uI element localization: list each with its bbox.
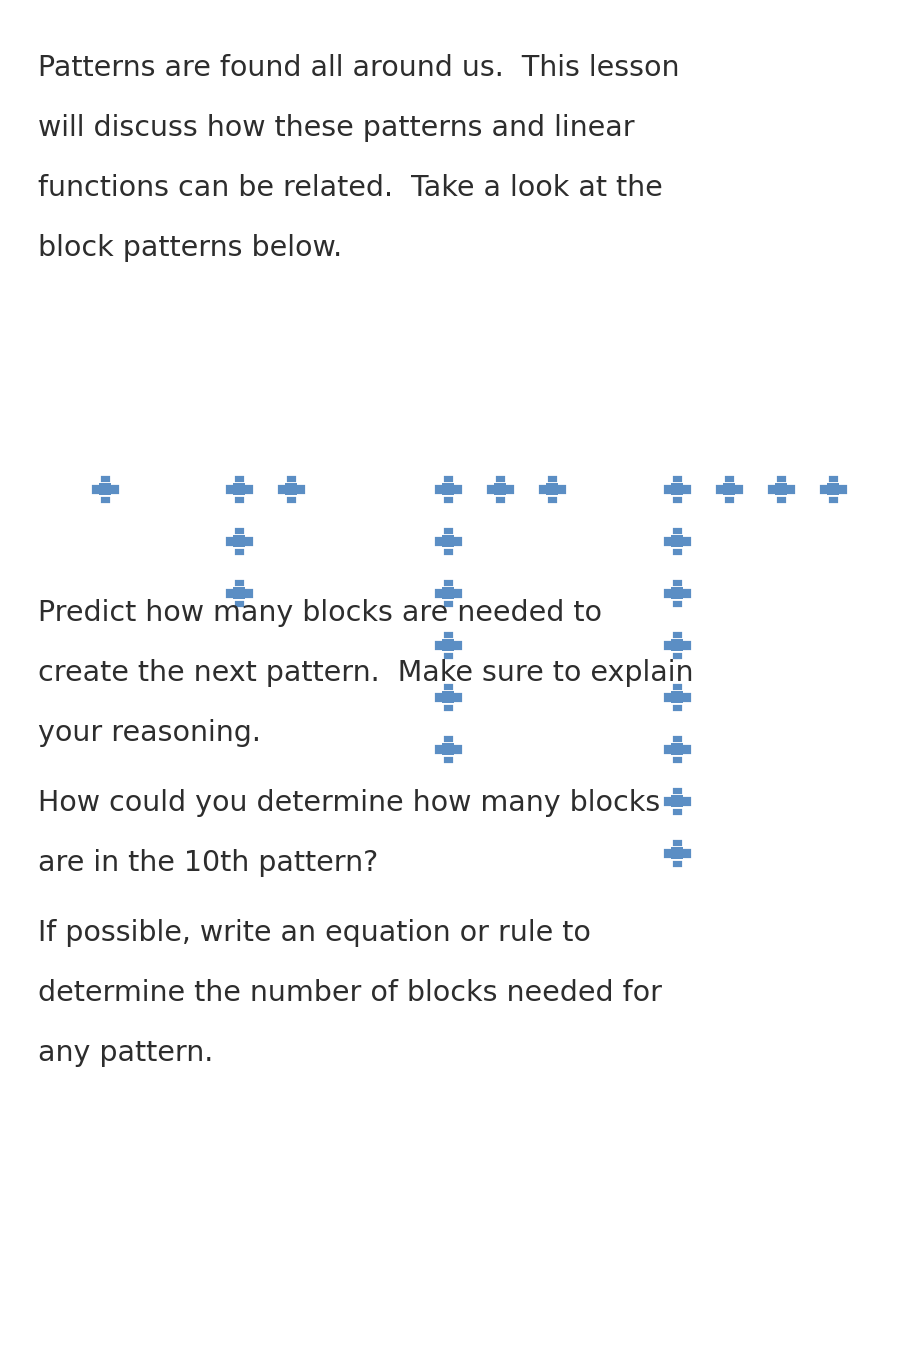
Bar <box>233 474 244 504</box>
Bar <box>670 483 682 496</box>
Bar <box>766 483 795 496</box>
Bar <box>670 578 682 608</box>
Bar <box>670 787 682 816</box>
Bar <box>670 535 682 547</box>
Text: any pattern.: any pattern. <box>38 1039 213 1067</box>
Text: Patterns are found all around us.  This lesson: Patterns are found all around us. This l… <box>38 54 679 83</box>
Bar <box>433 743 462 756</box>
Bar <box>670 630 682 659</box>
Text: will discuss how these patterns and linear: will discuss how these patterns and line… <box>38 114 634 142</box>
Bar <box>670 734 682 764</box>
Bar <box>441 525 453 556</box>
Bar <box>441 734 453 764</box>
Text: If possible, write an equation or rule to: If possible, write an equation or rule t… <box>38 919 590 946</box>
Bar <box>433 535 462 547</box>
Text: How could you determine how many blocks: How could you determine how many blocks <box>38 789 660 816</box>
Bar <box>285 483 297 496</box>
Bar <box>537 483 566 496</box>
Bar <box>233 535 244 547</box>
Bar <box>233 578 244 608</box>
Bar <box>223 588 254 598</box>
Bar <box>670 639 682 651</box>
Bar <box>826 483 838 496</box>
Bar <box>662 639 691 651</box>
Bar <box>233 588 244 598</box>
Bar <box>99 474 111 504</box>
Bar <box>713 483 743 496</box>
Bar <box>276 483 306 496</box>
Bar <box>545 483 558 496</box>
Bar <box>670 743 682 756</box>
Bar <box>670 682 682 712</box>
Bar <box>662 535 691 547</box>
Bar <box>99 483 111 496</box>
Bar <box>433 483 462 496</box>
Bar <box>90 483 119 496</box>
Bar <box>670 474 682 504</box>
Bar <box>441 639 453 651</box>
Text: create the next pattern.  Make sure to explain: create the next pattern. Make sure to ex… <box>38 659 693 686</box>
Bar <box>670 848 682 858</box>
Bar <box>670 691 682 703</box>
Text: are in the 10th pattern?: are in the 10th pattern? <box>38 849 378 877</box>
Bar <box>433 588 462 598</box>
Bar <box>223 483 254 496</box>
Bar <box>494 474 505 504</box>
Bar <box>817 483 847 496</box>
Bar <box>722 483 734 496</box>
Bar <box>441 691 453 703</box>
Bar <box>662 691 691 703</box>
Bar <box>441 588 453 598</box>
Bar <box>662 483 691 496</box>
Text: your reasoning.: your reasoning. <box>38 719 261 747</box>
Bar <box>233 483 244 496</box>
Bar <box>223 535 254 547</box>
Bar <box>774 474 786 504</box>
Bar <box>662 795 691 807</box>
Bar <box>433 691 462 703</box>
Text: Predict how many blocks are needed to: Predict how many blocks are needed to <box>38 598 601 627</box>
Bar <box>670 525 682 556</box>
Bar <box>433 639 462 651</box>
Bar <box>484 483 515 496</box>
Bar <box>545 474 558 504</box>
Bar <box>441 578 453 608</box>
Bar <box>774 483 786 496</box>
Bar <box>441 535 453 547</box>
Bar <box>233 525 244 556</box>
Bar <box>722 474 734 504</box>
Bar <box>670 795 682 807</box>
Text: determine the number of blocks needed for: determine the number of blocks needed fo… <box>38 979 662 1007</box>
Bar <box>670 838 682 868</box>
Bar <box>662 588 691 598</box>
Bar <box>285 474 297 504</box>
Text: functions can be related.  Take a look at the: functions can be related. Take a look at… <box>38 175 662 202</box>
Bar <box>662 848 691 858</box>
Text: block patterns below.: block patterns below. <box>38 234 342 263</box>
Bar <box>441 682 453 712</box>
Bar <box>441 630 453 659</box>
Bar <box>441 474 453 504</box>
Bar <box>441 483 453 496</box>
Bar <box>494 483 505 496</box>
Bar <box>662 743 691 756</box>
Bar <box>670 588 682 598</box>
Bar <box>826 474 838 504</box>
Bar <box>441 743 453 756</box>
